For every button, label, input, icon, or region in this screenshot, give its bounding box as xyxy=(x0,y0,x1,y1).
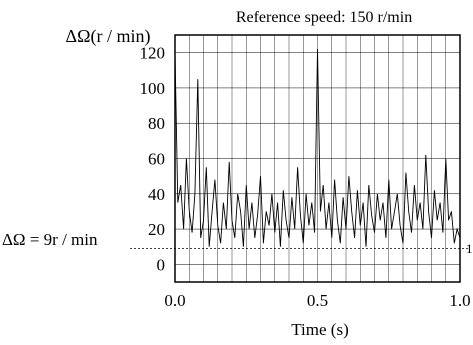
y-tick-label: 20 xyxy=(148,220,165,239)
reference-line-label: ΔΩ = 9r / min xyxy=(2,230,98,249)
y-tick-label: 40 xyxy=(148,185,165,204)
series-group xyxy=(174,49,461,247)
series-line xyxy=(174,49,461,247)
y-tick-label: 80 xyxy=(148,114,165,133)
x-tick-labels: 0.0 0.5 1.0 xyxy=(164,291,470,310)
y-tick-label: 60 xyxy=(148,150,165,169)
y-tick-label: 120 xyxy=(140,44,166,63)
x-tick-label: 0.0 xyxy=(164,291,185,310)
y-tick-label: 100 xyxy=(140,79,166,98)
y-axis-label: ΔΩ(r / min) xyxy=(66,26,151,47)
chart-title: Reference speed: 150 r/min xyxy=(236,9,412,26)
x-tick-label: 1.0 xyxy=(449,291,470,310)
marker-label: 1 xyxy=(466,241,473,256)
y-tick-labels: 0 20 40 60 80 100 120 xyxy=(140,44,166,275)
y-tick-label: 0 xyxy=(157,255,166,274)
x-tick-label: 0.5 xyxy=(307,291,328,310)
plot-frame xyxy=(174,34,461,283)
grid-lines xyxy=(175,35,460,282)
x-axis-label: Time (s) xyxy=(291,320,348,339)
